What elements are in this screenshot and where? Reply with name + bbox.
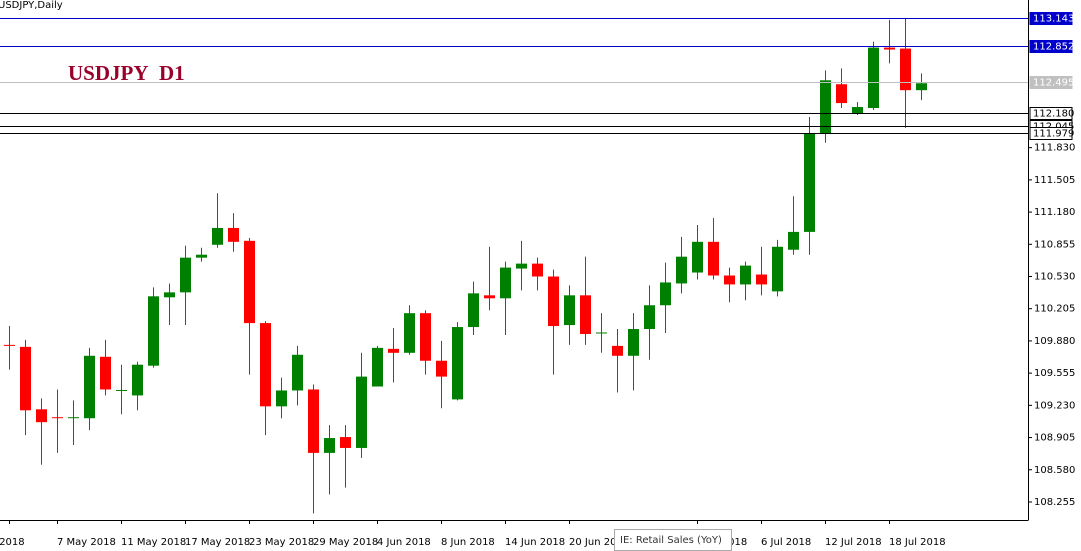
candle-body <box>564 295 575 326</box>
y-tick-label: 108.905 <box>1034 433 1075 444</box>
candle-body <box>180 257 191 293</box>
candle-body <box>244 240 255 324</box>
candle-body <box>836 84 847 104</box>
candle-body <box>884 47 895 50</box>
candle-body <box>52 417 63 419</box>
candle-body <box>292 354 303 391</box>
y-tick-label: 109.880 <box>1034 336 1075 347</box>
y-tick-label: 110.530 <box>1034 272 1075 283</box>
candle-body <box>628 329 639 356</box>
y-tick-label: 108.255 <box>1034 497 1075 508</box>
candle-body <box>644 305 655 330</box>
candle-body <box>116 389 127 391</box>
candle-body <box>148 296 159 366</box>
candle-body <box>452 327 463 400</box>
level-label: 112.180 <box>1033 109 1074 120</box>
x-tick-label: 17 May 2018 <box>185 537 250 548</box>
level-label: 111.979 <box>1033 129 1074 140</box>
candle-body <box>692 241 703 273</box>
candle-body <box>196 254 207 258</box>
x-tick-label: 23 May 2018 <box>249 537 314 548</box>
candle-body <box>68 417 79 419</box>
y-tick-label: 110.205 <box>1034 304 1075 315</box>
candle-body <box>548 276 559 327</box>
candle-body <box>356 376 367 448</box>
candle-body <box>308 389 319 453</box>
x-tick-label: 14 Jun 2018 <box>505 537 565 548</box>
x-tick-label: 8 Jun 2018 <box>441 537 495 548</box>
candle-body <box>708 241 719 276</box>
x-tick-label: 12 Jul 2018 <box>825 537 882 548</box>
x-tick-label: 29 May 2018 <box>313 537 378 548</box>
candle-body <box>868 47 879 109</box>
level-label-box <box>1029 127 1073 140</box>
candle-body <box>676 256 687 284</box>
candle-body <box>228 227 239 242</box>
candle-body <box>260 323 271 407</box>
candle-body <box>852 107 863 113</box>
candle-body <box>500 267 511 299</box>
x-tick-label: 6 Jul 2018 <box>761 537 811 548</box>
x-tick-label: 11 May 2018 <box>121 537 186 548</box>
candle-body <box>468 293 479 328</box>
candle-body <box>324 438 335 453</box>
candle-body <box>436 360 447 377</box>
level-label-box <box>1029 76 1073 89</box>
candle-body <box>372 347 383 387</box>
y-tick-label: 109.555 <box>1034 368 1075 379</box>
candle-body <box>164 292 175 298</box>
y-tick-label: 108.580 <box>1034 465 1075 476</box>
y-tick-label: 111.830 <box>1034 143 1075 154</box>
candle-body <box>772 246 783 292</box>
candle-body <box>756 274 767 285</box>
level-label: 113.143 <box>1033 14 1074 25</box>
level-label: 112.852 <box>1033 42 1074 53</box>
candle-body <box>900 48 911 91</box>
y-tick-label: 110.855 <box>1034 239 1075 250</box>
candle-body <box>804 133 815 232</box>
candle-body <box>516 263 527 269</box>
candle-body <box>388 348 399 353</box>
y-tick-label: 111.180 <box>1034 207 1075 218</box>
candle-body <box>276 390 287 407</box>
level-label-box <box>1029 12 1073 25</box>
candle-body <box>916 83 927 91</box>
candle-body <box>4 344 15 346</box>
tooltip: IE: Retail Sales (YoY) <box>620 535 722 546</box>
candle-body <box>420 313 431 361</box>
level-label: 112.495 <box>1033 78 1074 89</box>
candle-body <box>36 409 47 423</box>
x-tick-label: 18 Jul 2018 <box>889 537 946 548</box>
y-tick-label: 109.230 <box>1034 400 1075 411</box>
candle-body <box>100 356 111 390</box>
candle-body <box>212 227 223 245</box>
level-label-box <box>1029 107 1073 120</box>
x-tick-label: May 2018 <box>0 537 25 548</box>
candle-body <box>20 346 31 411</box>
candle-body <box>132 364 143 396</box>
candle-body <box>660 282 671 306</box>
candle-body <box>532 263 543 277</box>
candle-body <box>404 313 415 353</box>
candle-body <box>820 80 831 134</box>
x-tick-label: 4 Jun 2018 <box>377 537 431 548</box>
candle-body <box>724 275 735 285</box>
level-label-box <box>1029 40 1073 53</box>
x-tick-label: 7 May 2018 <box>57 537 116 548</box>
candle-body <box>484 295 495 299</box>
candle-body <box>596 332 607 334</box>
candle-body <box>84 355 95 419</box>
chart-title: USDJPY,Daily <box>0 0 63 11</box>
candle-body <box>580 295 591 334</box>
candle-body <box>788 231 799 250</box>
x-tick-label: 20 Jun 2018 <box>569 537 629 548</box>
candle-body <box>740 265 751 285</box>
candle-body <box>612 345 623 356</box>
annotation: USDJPY D1 <box>68 61 185 85</box>
candle-body <box>340 437 351 448</box>
y-tick-label: 111.505 <box>1034 175 1075 186</box>
